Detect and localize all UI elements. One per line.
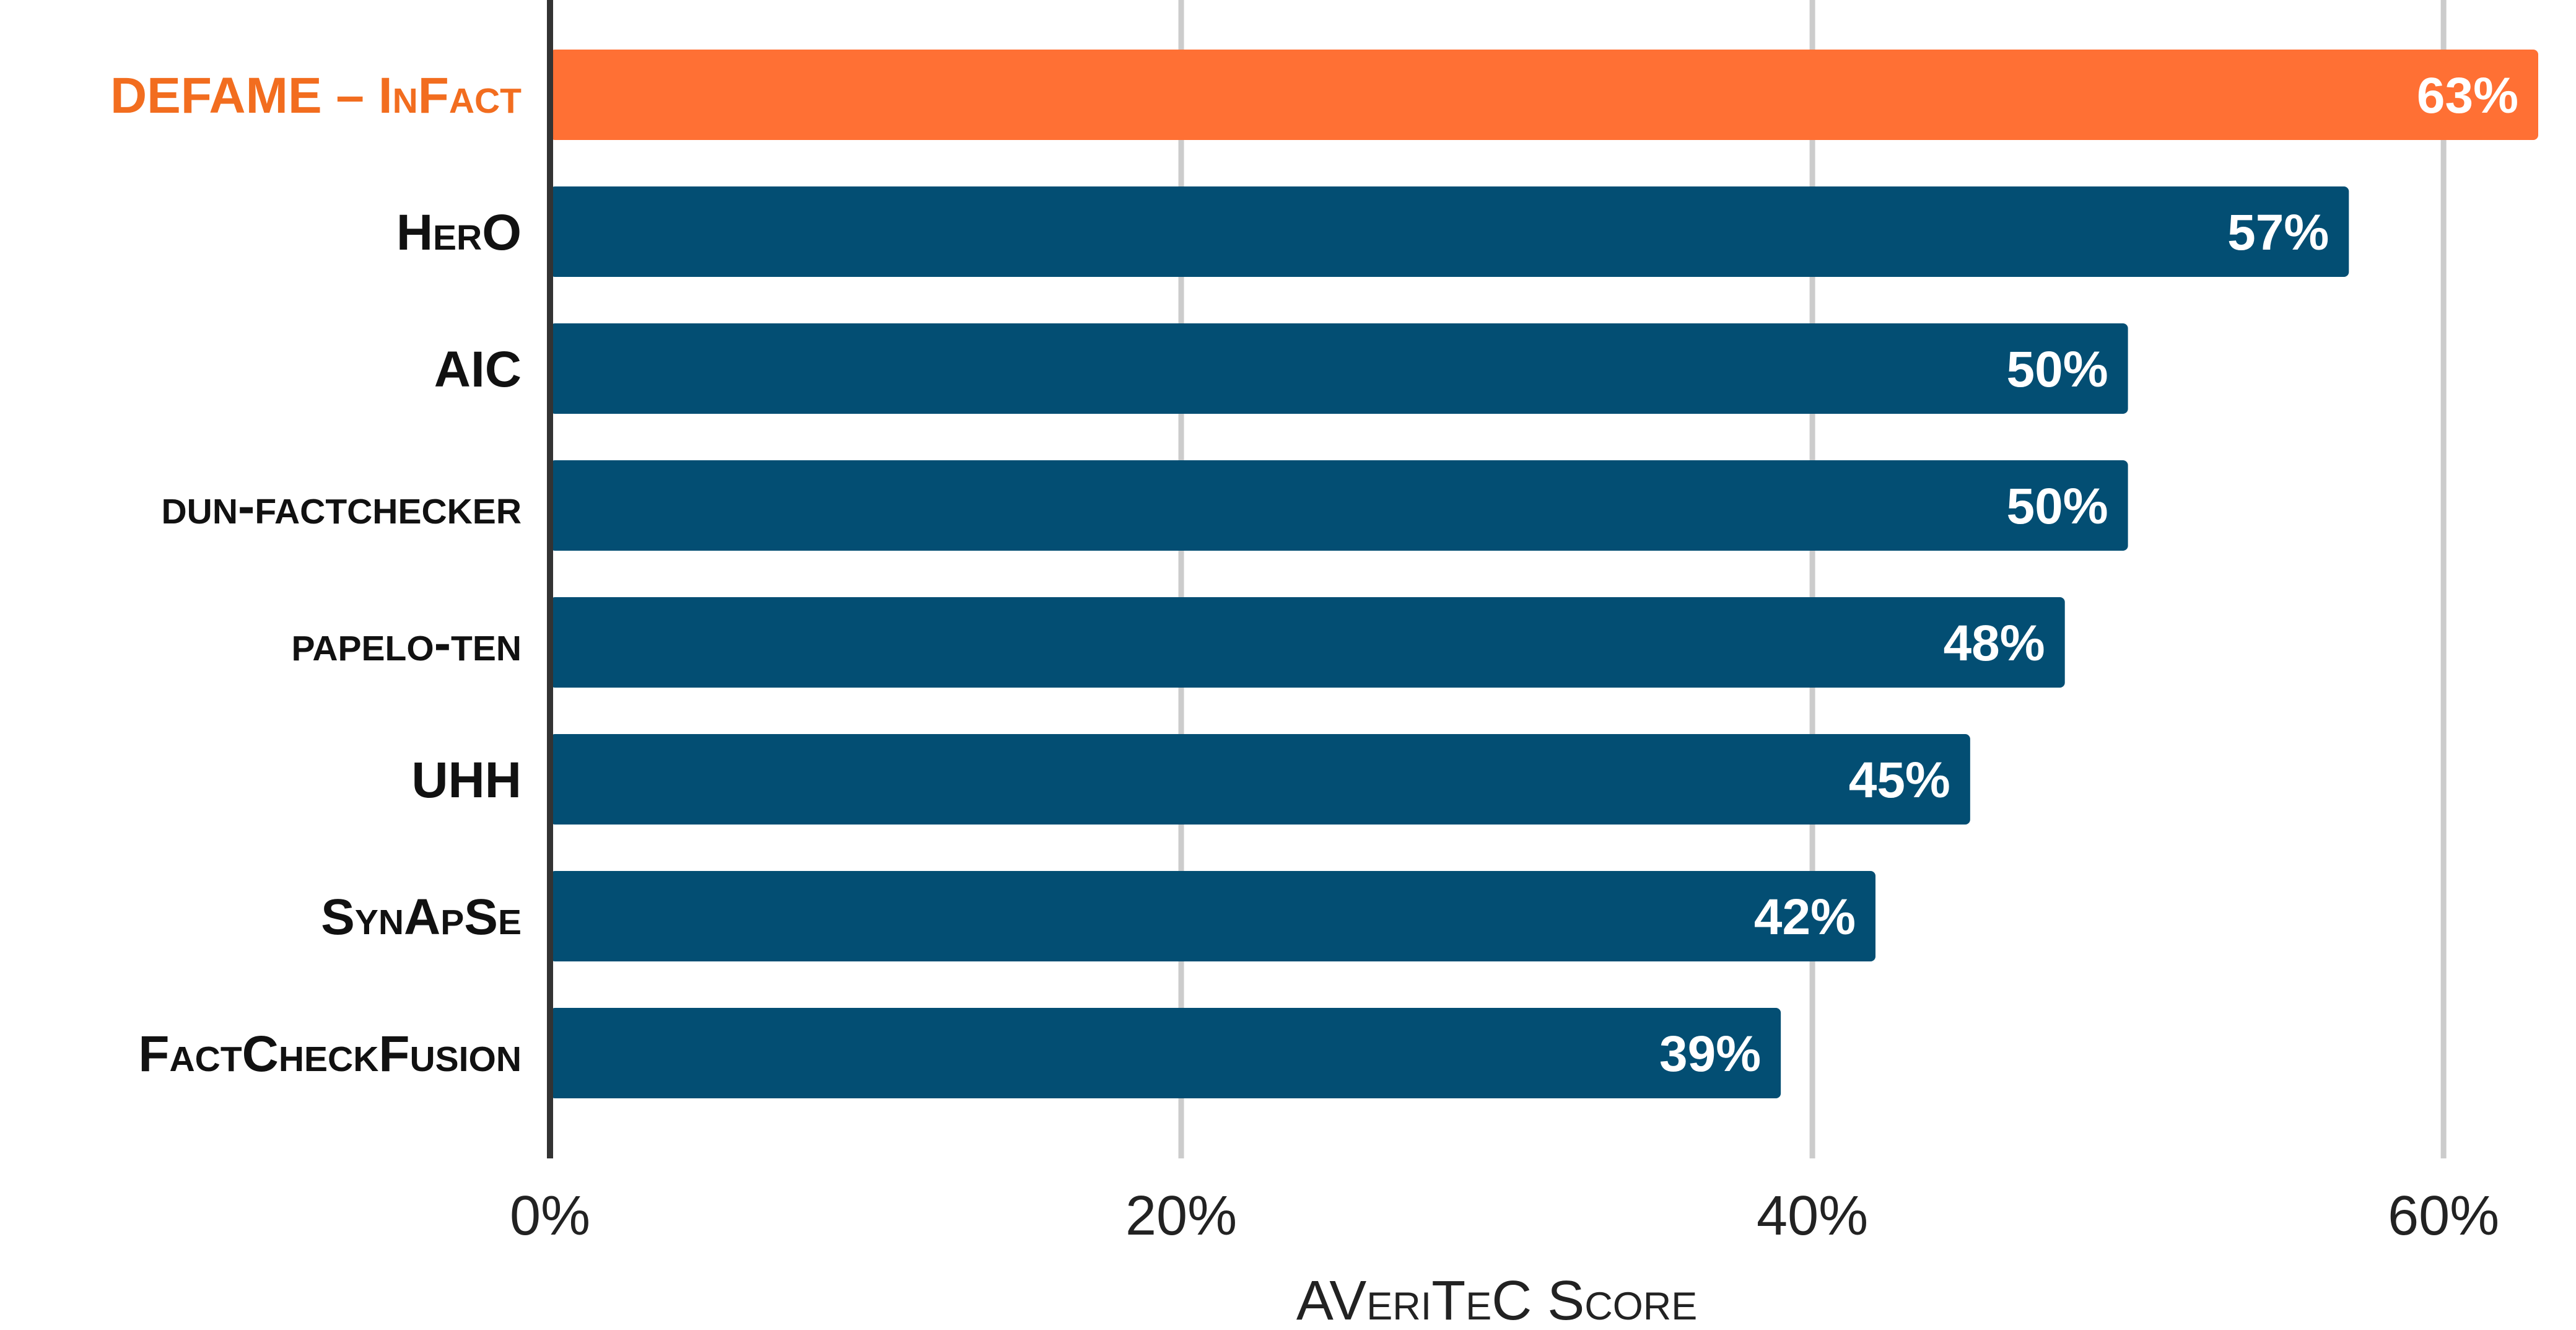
- category-label: DEFAME – InFact: [110, 68, 522, 124]
- bar: [550, 871, 1875, 961]
- data-label: 50%: [2006, 341, 2108, 398]
- data-label: 63%: [2417, 68, 2518, 124]
- bar: [550, 734, 1970, 825]
- bar: [550, 50, 2538, 140]
- bar: [550, 460, 2128, 551]
- data-label: 48%: [1944, 615, 2045, 672]
- category-label: UHH: [411, 752, 522, 808]
- x-tick-label: 60%: [2388, 1185, 2499, 1247]
- category-label: HerO: [396, 204, 522, 261]
- bar: [550, 323, 2128, 414]
- category-label: dun-factchecker: [162, 478, 522, 535]
- category-label: FactCheckFusion: [138, 1026, 522, 1082]
- data-label: 50%: [2006, 478, 2108, 535]
- data-label: 57%: [2227, 204, 2329, 261]
- data-label: 45%: [1849, 752, 1950, 808]
- x-tick-label: 0%: [510, 1185, 590, 1247]
- x-axis-title: AVeriTeC Score: [1296, 1270, 1697, 1327]
- data-label: 39%: [1659, 1026, 1761, 1082]
- data-label: 42%: [1754, 889, 1856, 945]
- bar: [550, 597, 2065, 688]
- x-tick-label: 40%: [1757, 1185, 1868, 1247]
- bar: [550, 186, 2349, 277]
- x-tick-label: 20%: [1125, 1185, 1237, 1247]
- category-label: papelo-ten: [292, 615, 522, 672]
- category-label: SynApSe: [321, 889, 522, 945]
- bar: [550, 1008, 1781, 1098]
- category-label: AIC: [434, 341, 522, 398]
